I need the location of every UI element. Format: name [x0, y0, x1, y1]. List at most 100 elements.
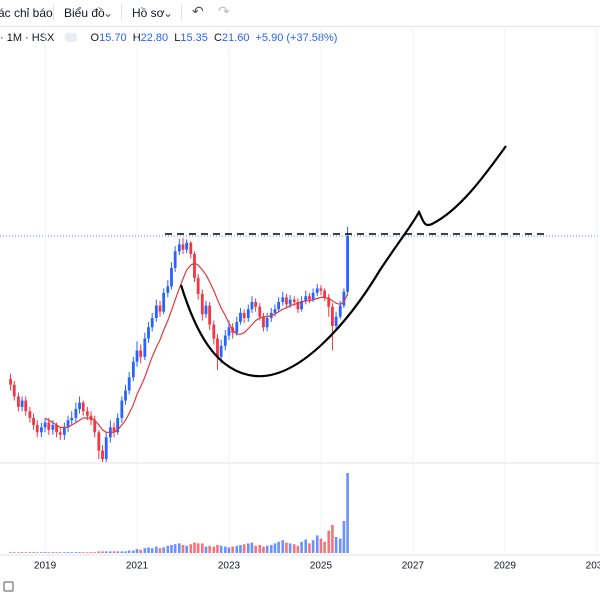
eye-toggle[interactable]: [65, 33, 78, 42]
profile-menu[interactable]: Hồ sơ: [132, 6, 165, 20]
volume-bar: [181, 545, 185, 553]
candle-body: [150, 317, 154, 328]
x-tick-label: 2031: [586, 561, 600, 572]
candle-body: [147, 327, 150, 339]
candle-body: [108, 427, 112, 438]
volume-bar: [265, 545, 269, 553]
legend: · 1M · HSX O15.70 H22.80 L15.35 C21.60 +…: [0, 32, 340, 44]
candle-body: [323, 290, 326, 298]
volume-bar: [323, 541, 326, 553]
candle-body: [296, 302, 300, 310]
cup-drawing: [179, 145, 507, 378]
volume-bar: [196, 543, 200, 553]
indicators-button[interactable]: ác chỉ báo: [0, 6, 53, 20]
candle-body: [265, 317, 269, 328]
moving-average: [44, 262, 349, 433]
candle-body: [154, 305, 158, 318]
candle-body: [189, 242, 193, 255]
candle-body: [193, 254, 196, 278]
volume-bar: [296, 545, 300, 553]
volume-bar: [288, 543, 292, 553]
candle-body: [250, 302, 254, 310]
candle-body: [166, 286, 170, 293]
volume-bar: [223, 546, 227, 553]
volume-bar: [86, 552, 89, 553]
volume-bar: [74, 552, 78, 553]
candle-body: [292, 299, 296, 303]
candle-body: [242, 312, 246, 318]
candle-body: [135, 350, 139, 362]
candle-body: [127, 377, 131, 391]
candle-body: [143, 338, 147, 357]
candle-body: [311, 292, 315, 300]
volume-bar: [70, 552, 74, 553]
volume-bar: [300, 541, 303, 553]
candle-body: [85, 411, 89, 416]
undo-button[interactable]: ↶: [192, 3, 204, 19]
volume-bar: [55, 552, 58, 553]
volume-bar: [216, 545, 219, 553]
volume-bar: [346, 473, 349, 553]
candle-body: [104, 437, 108, 460]
volume-bar: [147, 547, 150, 553]
volume-bar: [101, 551, 104, 553]
candle-body: [39, 427, 43, 433]
volume-bar: [89, 552, 93, 553]
volume-bar: [35, 552, 39, 553]
x-tick-label: 2027: [402, 561, 425, 572]
volume-bar: [116, 551, 120, 553]
redo-button[interactable]: ↷: [218, 3, 230, 19]
candle-body: [112, 427, 116, 433]
candle-body: [32, 417, 35, 425]
volume-bar: [173, 544, 177, 553]
volume-bar: [135, 549, 139, 553]
volume-bar: [285, 542, 288, 553]
candle-body: [97, 432, 101, 451]
volume-bar: [200, 543, 204, 553]
volume-bar: [273, 543, 277, 553]
candle-body: [162, 292, 166, 312]
candle-body: [58, 432, 62, 435]
volume-bar: [28, 552, 32, 553]
volume-bar: [97, 551, 101, 553]
candle-body: [93, 420, 97, 433]
marks: [9, 26, 598, 555]
volume-bar: [242, 544, 246, 553]
candle-body: [55, 424, 58, 433]
candle-body: [334, 316, 338, 326]
volume-bar: [58, 552, 62, 553]
volume-bar: [227, 547, 231, 553]
volume-bar: [47, 552, 51, 553]
open-label: O: [90, 32, 100, 44]
volume-bar: [292, 544, 296, 553]
close-value: 21.60: [221, 32, 250, 44]
chart-menu[interactable]: Biểu đồ: [64, 6, 105, 20]
candle-body: [254, 302, 258, 307]
candle-body: [304, 296, 308, 301]
candle-body: [170, 267, 173, 287]
volume-bar: [104, 551, 108, 553]
volume-bar: [342, 521, 346, 553]
candle-body: [28, 411, 32, 418]
calendar-icon[interactable]: [3, 581, 14, 592]
volume-bar: [20, 552, 24, 553]
candle-body: [78, 402, 81, 410]
toolbar: ác chỉ báo Biểu đồ ⌄ Hồ sơ ⌄ ↶ ↷: [0, 0, 600, 27]
low-value: 15.35: [180, 32, 208, 44]
volume-bar: [235, 545, 239, 553]
candle-body: [346, 236, 349, 292]
candle-body: [262, 316, 265, 328]
candle-body: [273, 309, 277, 313]
volume-bar: [338, 538, 342, 553]
candle-body: [219, 345, 223, 357]
candle-body: [223, 335, 227, 346]
volume-bar: [127, 550, 131, 553]
volume-bar: [40, 552, 43, 553]
candle-body: [89, 415, 93, 421]
candle-body: [51, 424, 55, 430]
high-label: H: [132, 32, 141, 44]
volume-bar: [170, 545, 173, 553]
volume-bar: [150, 548, 154, 553]
